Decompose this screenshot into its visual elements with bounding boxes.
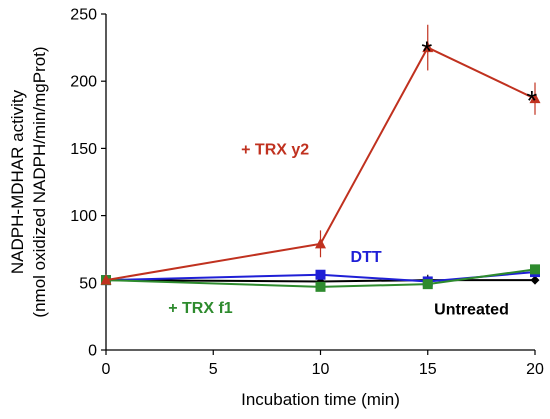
data-series: [100, 24, 541, 292]
untreated-label: Untreated: [434, 301, 509, 318]
y-tick-label: 50: [79, 275, 97, 292]
x-tick-label: 10: [312, 361, 330, 378]
axis-ticks: 0 50 100 150 200 250 0 5 10 15 20: [70, 7, 544, 379]
trx-f1-label: + TRX f1: [168, 300, 233, 317]
y-tick-label: 250: [70, 7, 97, 24]
series-line: [105, 279, 535, 283]
series-line: [105, 46, 536, 282]
y-axis-label-line-1: NADPH-MDHAR activity: [8, 89, 27, 274]
data-point: [315, 281, 326, 292]
data-point: [530, 264, 540, 275]
data-point: [422, 41, 434, 53]
y-tick-label: 0: [88, 343, 97, 360]
star-15: *: [421, 35, 432, 66]
x-tick-label: 0: [102, 361, 111, 378]
y-tick-label: 200: [70, 74, 97, 91]
series-line: [105, 268, 536, 288]
y-axis-label-line-2: (nmol oxidized NADPH/min/mgProt): [30, 46, 49, 317]
data-point: [100, 274, 112, 285]
y-tick-label: 100: [70, 208, 97, 225]
x-tick-label: 5: [209, 361, 218, 378]
star-20: *: [526, 85, 537, 116]
chart-annotations: + TRX y2 DTT + TRX f1 Untreated * *: [168, 35, 537, 318]
data-point: [315, 237, 326, 249]
x-tick-label: 15: [419, 361, 437, 378]
x-tick-label: 20: [526, 361, 544, 378]
series-trx-y2: [100, 24, 541, 285]
y-tick-label: 150: [70, 141, 97, 158]
data-point: [529, 92, 541, 104]
x-axis-label: Incubation time (min): [241, 390, 400, 409]
trx-y2-label: + TRX y2: [241, 141, 309, 158]
data-point: [315, 269, 326, 280]
dtt-label: DTT: [351, 249, 382, 266]
data-point: [422, 279, 433, 290]
data-point: [530, 275, 540, 285]
